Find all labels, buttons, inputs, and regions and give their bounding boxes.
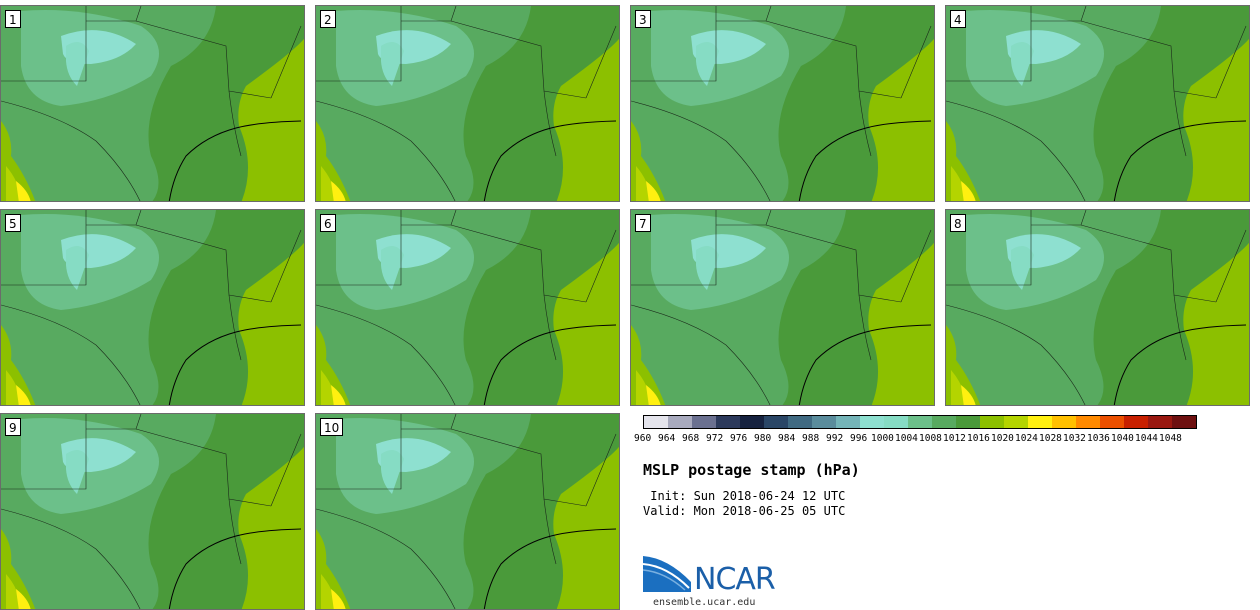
map-panel: 5	[0, 209, 305, 406]
colorbar-tick-label: 992	[826, 433, 844, 444]
colorbar-swatch	[1004, 416, 1028, 428]
colorbar-tick-label: 972	[706, 433, 724, 444]
colorbar-tick-label: 980	[754, 433, 772, 444]
map-panel: 10	[315, 413, 620, 610]
colorbar-swatch	[692, 416, 716, 428]
map-panel: 4	[945, 5, 1250, 202]
colorbar-tick-label: 968	[682, 433, 700, 444]
colorbar-swatch	[764, 416, 788, 428]
map-panel: 3	[630, 5, 935, 202]
ncar-logo-icon	[643, 556, 691, 592]
colorbar-tick-label: 1004	[895, 433, 918, 444]
colorbar-swatch	[884, 416, 908, 428]
ensemble-url[interactable]: ensemble.ucar.edu	[653, 597, 756, 608]
colorbar-swatch	[956, 416, 980, 428]
colorbar-swatch	[836, 416, 860, 428]
map-panel: 1	[0, 5, 305, 202]
map-panel: 8	[945, 209, 1250, 406]
colorbar-tick-label: 1024	[1015, 433, 1038, 444]
colorbar-tick-label: 1032	[1063, 433, 1086, 444]
valid-time: Valid: Mon 2018-06-25 05 UTC	[643, 504, 846, 518]
mslp-map	[946, 210, 1249, 405]
panel-member-label: 5	[5, 214, 21, 232]
panel-member-label: 1	[5, 10, 21, 28]
mslp-map	[1, 414, 304, 609]
mslp-map	[1, 210, 304, 405]
colorbar	[643, 415, 1197, 429]
colorbar-swatch	[788, 416, 812, 428]
colorbar-tick-label: 988	[802, 433, 820, 444]
colorbar-tick-label: 960	[634, 433, 652, 444]
map-panel: 2	[315, 5, 620, 202]
colorbar-swatch	[716, 416, 740, 428]
panel-member-label: 10	[320, 418, 344, 436]
colorbar-tick-label: 1000	[871, 433, 894, 444]
plot-title: MSLP postage stamp (hPa)	[643, 461, 860, 479]
colorbar-swatch	[1028, 416, 1052, 428]
colorbar-tick-label: 1016	[967, 433, 990, 444]
colorbar-tick-label: 964	[658, 433, 676, 444]
panel-member-label: 9	[5, 418, 21, 436]
colorbar-swatch	[1172, 416, 1196, 428]
mslp-map	[316, 210, 619, 405]
colorbar-tick-label: 996	[850, 433, 868, 444]
colorbar-swatch	[980, 416, 1004, 428]
colorbar-swatch	[812, 416, 836, 428]
mslp-map	[1, 6, 304, 201]
panel-member-label: 7	[635, 214, 651, 232]
colorbar-swatch	[740, 416, 764, 428]
colorbar-tick-label: 1008	[919, 433, 942, 444]
colorbar-tick-label: 1036	[1087, 433, 1110, 444]
colorbar-swatch	[908, 416, 932, 428]
mslp-map	[316, 6, 619, 201]
ncar-logo-text: NCAR	[694, 562, 776, 597]
map-panel: 7	[630, 209, 935, 406]
colorbar-swatch	[1076, 416, 1100, 428]
colorbar-swatch	[1124, 416, 1148, 428]
panel-member-label: 4	[950, 10, 966, 28]
colorbar-ticks: 960 964 968 972 976 980 984 988 992 996 1000 1004 10…	[633, 433, 1260, 447]
colorbar-swatch	[668, 416, 692, 428]
init-time: Init: Sun 2018-06-24 12 UTC	[643, 489, 846, 503]
colorbar-tick-label: 1040	[1111, 433, 1134, 444]
colorbar-swatch	[932, 416, 956, 428]
colorbar-swatch	[860, 416, 884, 428]
colorbar-tick-label: 1028	[1039, 433, 1062, 444]
colorbar-swatch	[644, 416, 668, 428]
colorbar-swatch	[1100, 416, 1124, 428]
mslp-map	[316, 414, 619, 609]
colorbar-tick-label: 1044	[1135, 433, 1158, 444]
map-panel: 6	[315, 209, 620, 406]
colorbar-swatch	[1052, 416, 1076, 428]
colorbar-swatch	[1148, 416, 1172, 428]
map-panel: 9	[0, 413, 305, 610]
colorbar-tick-label: 1012	[943, 433, 966, 444]
mslp-map	[946, 6, 1249, 201]
panel-member-label: 6	[320, 214, 336, 232]
colorbar-tick-label: 976	[730, 433, 748, 444]
panel-member-label: 8	[950, 214, 966, 232]
panel-member-label: 2	[320, 10, 336, 28]
colorbar-tick-label: 1048	[1159, 433, 1182, 444]
mslp-map	[631, 210, 934, 405]
mslp-map	[631, 6, 934, 201]
panel-member-label: 3	[635, 10, 651, 28]
colorbar-tick-label: 1020	[991, 433, 1014, 444]
colorbar-tick-label: 984	[778, 433, 796, 444]
